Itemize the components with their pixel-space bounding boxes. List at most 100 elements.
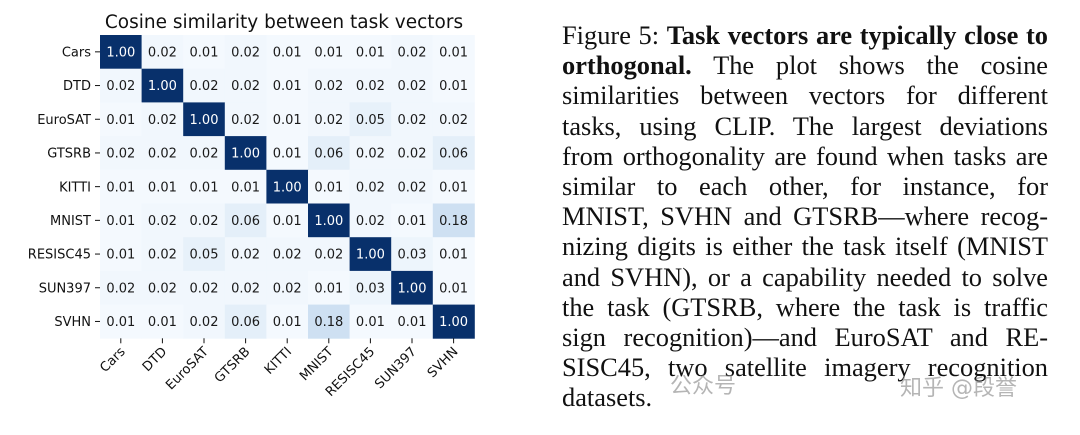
- heatmap-cell: [391, 35, 434, 70]
- cell-value-label: 0.01: [273, 79, 302, 94]
- col-tick-label: EuroSAT: [163, 344, 212, 393]
- heatmap-cell: [224, 169, 267, 204]
- cell-value-label: 0.02: [398, 147, 427, 162]
- heatmap-cell: [308, 304, 350, 339]
- cell-value-label: 0.02: [356, 79, 385, 94]
- cell-value-label: 0.02: [148, 113, 177, 128]
- col-tick-label: SVHN: [425, 345, 462, 382]
- heatmap-cell: [391, 237, 434, 272]
- heatmap-cell: [308, 203, 350, 238]
- cell-value-label: 1.00: [190, 113, 219, 128]
- heatmap-cell: [432, 68, 475, 103]
- cell-value-label: 1.00: [273, 180, 302, 195]
- chart-title: Cosine similarity between task vectors: [105, 12, 463, 33]
- row-tick-label: EuroSAT: [37, 113, 91, 128]
- heatmap-cell: [391, 203, 434, 238]
- cell-value-label: 0.01: [106, 180, 135, 195]
- caption-title: Task vectors are typically close to orth…: [562, 20, 1048, 81]
- cell-value-label: 0.02: [273, 248, 302, 263]
- cell-value-label: 0.01: [356, 315, 385, 330]
- cell-value-label: 1.00: [314, 214, 343, 229]
- heatmap-cell: [100, 136, 142, 171]
- heatmap-cell: [100, 270, 142, 305]
- heatmap-cell: [349, 237, 392, 272]
- heatmap-cell: [224, 136, 267, 171]
- heatmap-cell: [224, 237, 267, 272]
- cell-value-label: 1.00: [439, 315, 468, 330]
- cell-value-label: 0.02: [190, 214, 219, 229]
- cell-value-label: 0.02: [356, 214, 385, 229]
- cell-value-label: 0.01: [273, 214, 302, 229]
- heatmap-cell: [349, 304, 392, 339]
- row-tick-label: SVHN: [54, 315, 91, 330]
- heatmap-cell: [391, 102, 434, 137]
- heatmap-cell: [432, 270, 475, 305]
- heatmap-cell: [224, 68, 267, 103]
- heatmap-cell: [183, 102, 226, 137]
- heatmap-cell: [432, 35, 475, 70]
- cell-value-label: 0.01: [148, 180, 177, 195]
- heatmap-cell: [183, 270, 226, 305]
- cell-value-label: 0.18: [314, 315, 343, 330]
- heatmap-cell: [141, 35, 184, 70]
- heatmap-cell: [349, 136, 392, 171]
- cell-value-label: 0.06: [439, 147, 468, 162]
- cell-value-label: 0.02: [231, 248, 260, 263]
- heatmap-cell: [183, 35, 226, 70]
- cell-value-label: 1.00: [231, 147, 260, 162]
- cell-value-label: 0.02: [398, 180, 427, 195]
- cell-value-label: 0.02: [439, 113, 468, 128]
- cell-value-label: 0.01: [439, 79, 468, 94]
- cell-value-label: 0.01: [190, 180, 219, 195]
- cell-value-label: 0.01: [356, 45, 385, 60]
- heatmap-cell: [183, 304, 226, 339]
- heatmap-cell: [432, 203, 475, 238]
- cell-value-label: 0.06: [231, 214, 260, 229]
- cell-value-label: 0.01: [148, 315, 177, 330]
- cell-value-label: 0.01: [106, 315, 135, 330]
- cell-value-label: 0.01: [314, 180, 343, 195]
- cell-value-label: 0.02: [231, 79, 260, 94]
- heatmap-cell: [224, 304, 267, 339]
- heatmap-figure: Cosine similarity between task vectors 1…: [28, 12, 475, 400]
- cell-value-label: 0.05: [356, 113, 385, 128]
- cell-value-label: 0.02: [314, 248, 343, 263]
- heatmap-cell: [391, 304, 434, 339]
- heatmap-cell: [100, 102, 142, 137]
- cell-value-label: 0.06: [231, 315, 260, 330]
- cell-value-label: 0.02: [106, 281, 135, 296]
- heatmap-cell: [349, 270, 392, 305]
- col-tick-label: MNIST: [297, 344, 337, 384]
- heatmap-cell: [141, 68, 184, 103]
- cell-value-label: 0.01: [439, 248, 468, 263]
- heatmap-cell: [391, 68, 434, 103]
- heatmap-cell: [266, 68, 309, 103]
- cell-value-label: 0.01: [190, 45, 219, 60]
- cell-value-label: 0.01: [273, 45, 302, 60]
- col-tick-label: DTD: [140, 345, 170, 375]
- row-labels: Cars DTD EuroSAT GTSRB KITTI MNIST RESISC45 SUN…: [28, 45, 100, 330]
- cell-value-label: 0.02: [231, 113, 260, 128]
- cell-value-label: 0.03: [398, 248, 427, 263]
- heatmap-cell: [308, 136, 350, 171]
- heatmap-cell: [141, 203, 184, 238]
- heatmap-cells: 1.00 0.02 0.01 0.02 0.01 0.01 0.01 0.02 0.01 0.02…: [100, 35, 475, 339]
- cell-value-label: 0.02: [314, 79, 343, 94]
- cell-value-label: 0.02: [190, 315, 219, 330]
- heatmap-cell: [100, 68, 142, 103]
- heatmap-cell: [391, 270, 434, 305]
- heatmap-cell: [432, 237, 475, 272]
- heatmap-cell: [266, 102, 309, 137]
- cell-value-label: 0.01: [314, 45, 343, 60]
- heatmap-cell: [224, 102, 267, 137]
- cell-value-label: 0.01: [106, 214, 135, 229]
- heatmap-cell: [349, 35, 392, 70]
- cell-value-label: 0.01: [106, 248, 135, 263]
- cell-value-label: 0.01: [439, 180, 468, 195]
- cell-value-label: 0.02: [314, 113, 343, 128]
- heatmap-cell: [183, 68, 226, 103]
- cell-value-label: 0.01: [231, 180, 260, 195]
- heatmap-cell: [308, 270, 350, 305]
- heatmap-cell: [183, 169, 226, 204]
- heatmap-cell: [266, 169, 309, 204]
